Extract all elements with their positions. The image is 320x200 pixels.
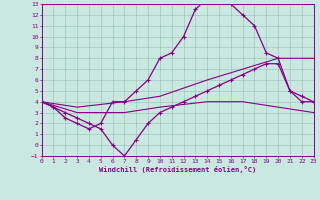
X-axis label: Windchill (Refroidissement éolien,°C): Windchill (Refroidissement éolien,°C) bbox=[99, 166, 256, 173]
